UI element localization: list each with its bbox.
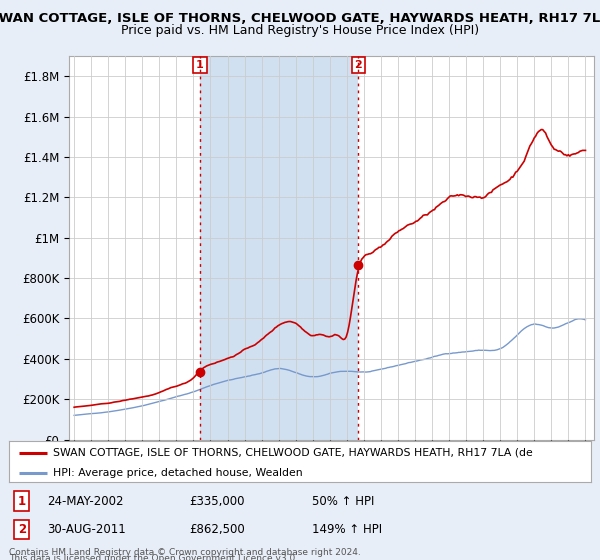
Bar	[200, 56, 358, 440]
Text: 50% ↑ HPI: 50% ↑ HPI	[311, 494, 374, 507]
Text: HPI: Average price, detached house, Wealden: HPI: Average price, detached house, Weal…	[53, 468, 302, 478]
Text: 30-AUG-2011: 30-AUG-2011	[47, 523, 125, 536]
Text: Price paid vs. HM Land Registry's House Price Index (HPI): Price paid vs. HM Land Registry's House …	[121, 24, 479, 36]
Text: Contains HM Land Registry data © Crown copyright and database right 2024.: Contains HM Land Registry data © Crown c…	[9, 548, 361, 557]
Text: 149% ↑ HPI: 149% ↑ HPI	[311, 523, 382, 536]
Text: This data is licensed under the Open Government Licence v3.0.: This data is licensed under the Open Gov…	[9, 554, 298, 560]
Text: 2: 2	[18, 523, 26, 536]
Text: 2: 2	[355, 60, 362, 70]
Text: 1: 1	[196, 60, 204, 70]
Text: 1: 1	[18, 494, 26, 507]
Text: £862,500: £862,500	[190, 523, 245, 536]
Text: SWAN COTTAGE, ISLE OF THORNS, CHELWOOD GATE, HAYWARDS HEATH, RH17 7LA (de: SWAN COTTAGE, ISLE OF THORNS, CHELWOOD G…	[53, 447, 532, 458]
Text: 24-MAY-2002: 24-MAY-2002	[47, 494, 124, 507]
Text: £335,000: £335,000	[190, 494, 245, 507]
Text: SWAN COTTAGE, ISLE OF THORNS, CHELWOOD GATE, HAYWARDS HEATH, RH17 7LA: SWAN COTTAGE, ISLE OF THORNS, CHELWOOD G…	[0, 12, 600, 25]
